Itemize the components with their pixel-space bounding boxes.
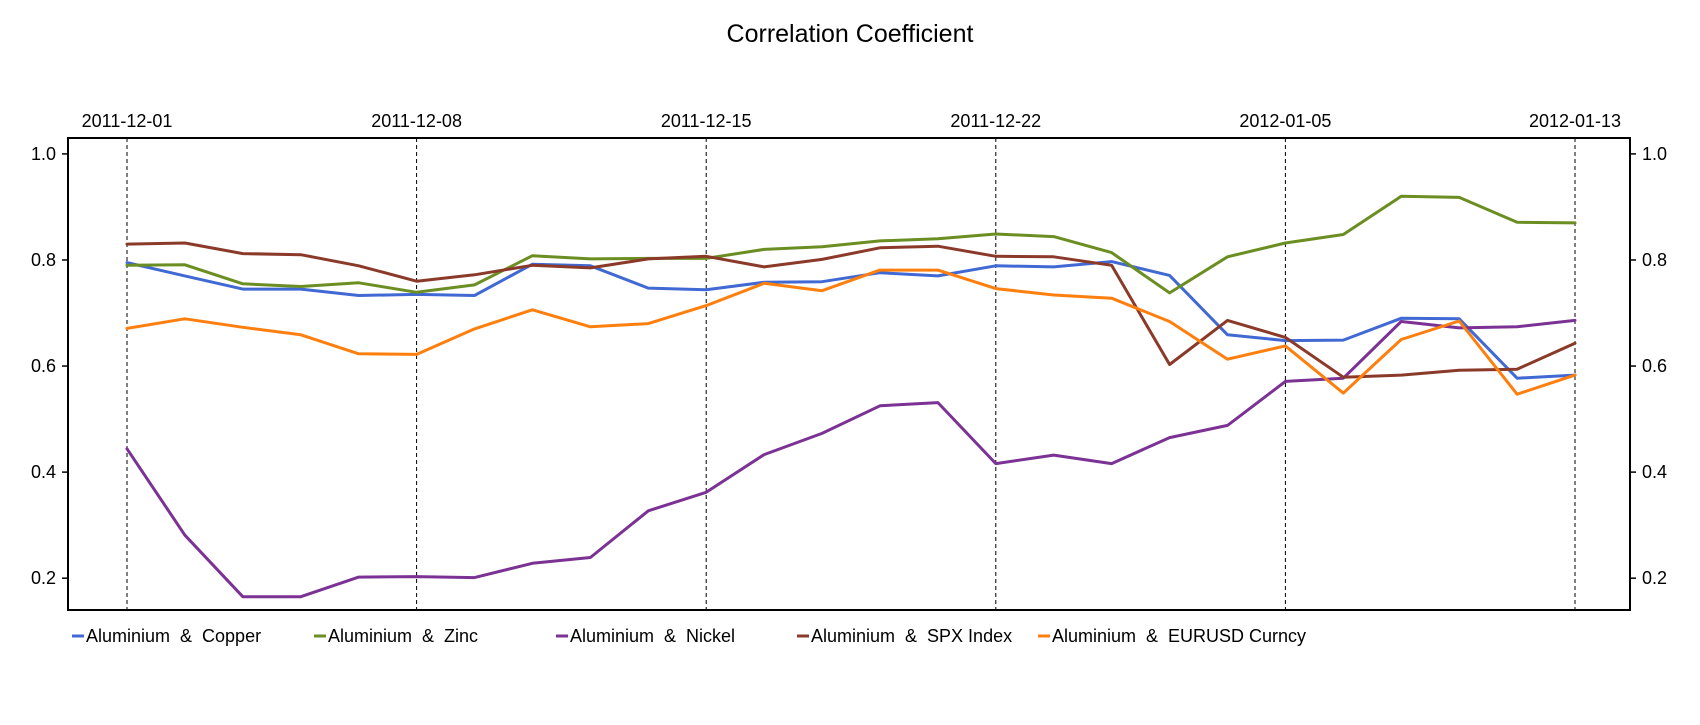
- x-tick-label: 2012-01-05: [1239, 111, 1331, 131]
- y-tick-label-left: 0.2: [31, 568, 56, 588]
- axis-layer: 2011-12-01 2011-12-08 2011-12-15 2011-12-22…: [31, 111, 1667, 588]
- legend-label: Aluminium & Nickel: [570, 626, 735, 646]
- x-tick-label: 2011-12-01: [82, 111, 173, 131]
- y-tick-label-right: 0.8: [1642, 250, 1667, 270]
- series-line-1: [125, 260, 1577, 380]
- x-tick-label: 2011-12-22: [950, 111, 1041, 131]
- y-tick-label-left: 0.8: [31, 250, 56, 270]
- series-line-4: [125, 241, 1577, 379]
- y-tick-label-right: 0.4: [1642, 462, 1667, 482]
- legend-layer: Aluminium & Copper Aluminium & Zinc Alumin…: [72, 626, 1306, 646]
- series-line-2: [125, 194, 1577, 295]
- legend-label: Aluminium & EURUSD Curncy: [1052, 626, 1306, 646]
- legend-label: Aluminium & SPX Index: [811, 626, 1012, 646]
- x-tick-label: 2011-12-15: [661, 111, 752, 131]
- x-tick-label: 2012-01-13: [1529, 111, 1621, 131]
- y-tick-label-left: 1.0: [31, 144, 56, 164]
- y-tick-label-right: 0.6: [1642, 356, 1667, 376]
- legend-label: Aluminium & Zinc: [328, 626, 478, 646]
- series-line-5: [125, 268, 1577, 396]
- x-tick-label: 2011-12-08: [371, 111, 462, 131]
- legend-label: Aluminium & Copper: [86, 626, 261, 646]
- y-tick-label-left: 0.4: [31, 462, 56, 482]
- y-tick-label-left: 0.6: [31, 356, 56, 376]
- y-tick-label-right: 0.2: [1642, 568, 1667, 588]
- y-tick-label-right: 1.0: [1642, 144, 1667, 164]
- chart-title: Correlation Coefficient: [727, 20, 974, 48]
- plot-frame: [67, 137, 1631, 611]
- series-line-3: [125, 318, 1577, 599]
- series-layer: [125, 194, 1577, 599]
- grid-layer: [126, 138, 1576, 610]
